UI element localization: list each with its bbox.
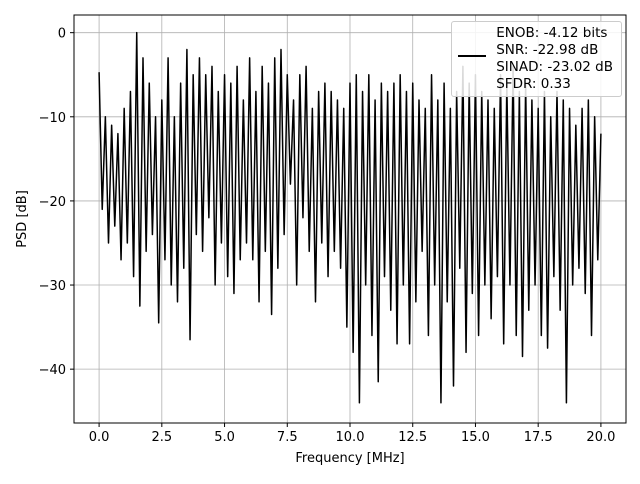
x-tick-label: 5.0	[214, 430, 235, 445]
x-tick-label: 0.0	[89, 430, 110, 445]
x-tick-label: 12.5	[398, 430, 427, 445]
plot-frame	[73, 14, 627, 424]
line	[98, 31, 602, 404]
y-tick-label: −30	[39, 279, 66, 294]
y-tick-label: −40	[39, 363, 66, 378]
x-tick-label: 2.5	[151, 430, 172, 445]
x-tick-label: 7.5	[277, 430, 298, 445]
y-tick-label: −10	[39, 111, 66, 126]
legend-label: ENOB: -4.12 bits SNR: -22.98 dB SINAD: -…	[496, 25, 613, 92]
legend-swatch	[458, 55, 487, 57]
y-axis-label: PSD [dB]	[15, 190, 30, 248]
y-tick-label: 0	[58, 27, 66, 42]
legend: ENOB: -4.12 bits SNR: -22.98 dB SINAD: -…	[451, 21, 622, 97]
x-tick-label: 20.0	[586, 430, 615, 445]
x-tick-label: 15.0	[461, 430, 490, 445]
x-axis-label: Frequency [MHz]	[295, 451, 404, 466]
x-tick-label: 17.5	[524, 430, 553, 445]
y-tick-label: −20	[39, 195, 66, 210]
x-tick-label: 10.0	[336, 430, 365, 445]
